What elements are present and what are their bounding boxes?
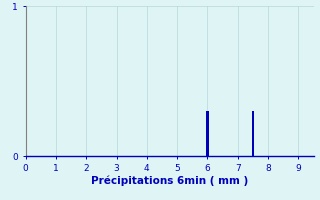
Bar [252, 111, 254, 156]
X-axis label: Précipitations 6min ( mm ): Précipitations 6min ( mm ) [91, 175, 248, 186]
Bar [206, 111, 209, 156]
